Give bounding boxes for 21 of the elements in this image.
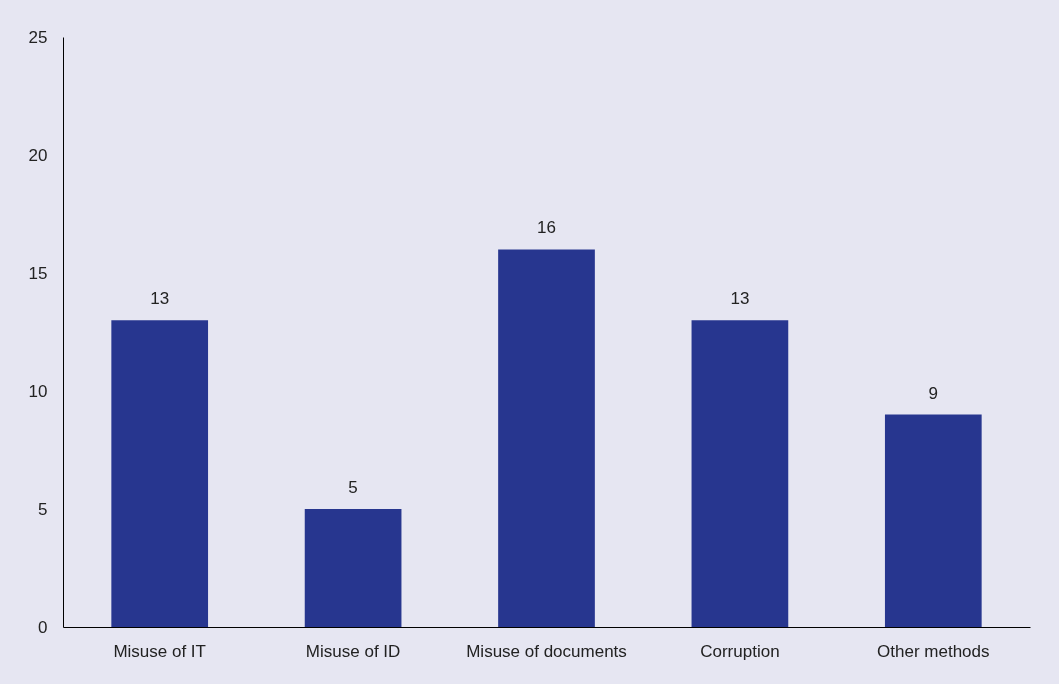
x-tick-label: Misuse of documents — [466, 641, 627, 661]
data-label: 16 — [537, 218, 556, 238]
data-label: 13 — [730, 289, 750, 309]
y-tick-label: 0 — [38, 617, 48, 637]
bar — [498, 249, 595, 627]
data-label: 9 — [928, 383, 939, 403]
bar — [691, 320, 789, 627]
x-tick-label: Misuse of ID — [305, 641, 401, 661]
y-tick-label: 15 — [28, 263, 48, 283]
y-tick-label: 10 — [28, 381, 48, 401]
y-tick-label: 25 — [28, 27, 48, 47]
bar — [111, 320, 209, 627]
y-tick-label: 5 — [38, 499, 48, 519]
data-label: 5 — [348, 478, 358, 497]
y-tick-label: 20 — [28, 145, 48, 165]
data-label: 13 — [150, 289, 170, 309]
x-tick-label: Other methods — [877, 641, 990, 661]
x-tick-label: Misuse of IT — [113, 641, 206, 661]
bar — [884, 414, 982, 627]
x-tick-label: Corruption — [700, 641, 780, 661]
bar — [304, 509, 402, 627]
